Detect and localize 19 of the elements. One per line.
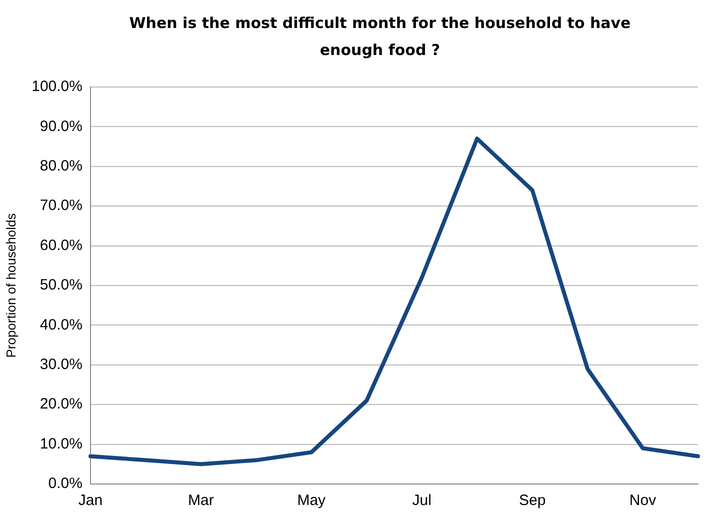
x-tick-label: May — [297, 492, 326, 510]
y-tick-label: 0.0% — [48, 475, 82, 492]
y-tick-label: 100.0% — [32, 78, 82, 96]
y-tick-label: 50.0% — [40, 276, 82, 294]
y-tick-label: 90.0% — [40, 118, 82, 135]
y-tick-label: 30.0% — [40, 356, 82, 374]
chart-title: When is the most difficult month for the household to have enough food ? — [128, 13, 632, 61]
x-tick-label: Sep — [518, 492, 546, 510]
y-tick-label: 60.0% — [40, 236, 82, 254]
y-tick-label: 40.0% — [40, 316, 82, 334]
x-tick-label: Jan — [78, 492, 103, 510]
y-axis-title: Proportion of households — [3, 212, 18, 358]
y-tick-label: 10.0% — [40, 435, 82, 452]
x-tick-label: Jul — [412, 492, 432, 510]
x-tick-label: Nov — [629, 492, 657, 510]
y-tick-label: 80.0% — [40, 158, 82, 175]
y-tick-label: 70.0% — [40, 197, 82, 214]
x-tick-label: Mar — [188, 492, 214, 510]
y-tick-label: 20.0% — [40, 396, 82, 413]
